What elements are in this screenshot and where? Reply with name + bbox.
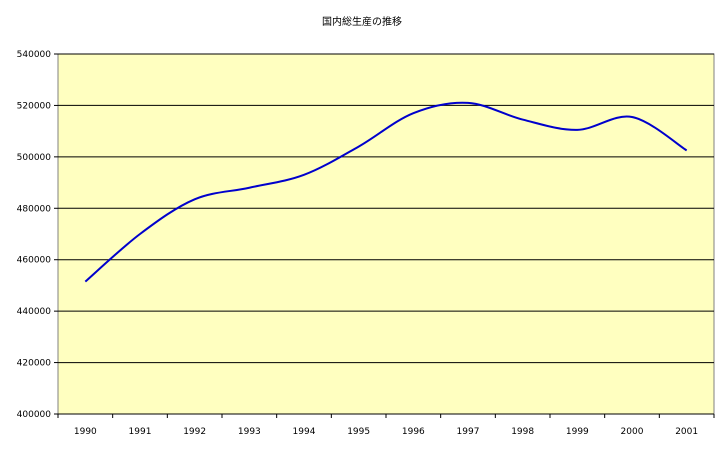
y-tick-label: 460000 xyxy=(17,256,52,266)
y-tick-label: 520000 xyxy=(17,101,52,111)
plot-area xyxy=(57,53,715,415)
gridlines xyxy=(58,53,714,364)
y-tick-label: 500000 xyxy=(17,153,52,163)
x-tick-label: 1995 xyxy=(347,427,370,437)
x-axis-ticks: 1990 1991 1992 1993 1994 1995 1996 1997 1998 1999… xyxy=(57,413,715,437)
y-tick-label: 400000 xyxy=(17,410,52,420)
y-tick-label: 440000 xyxy=(17,307,52,317)
y-tick-label: 540000 xyxy=(17,50,52,60)
y-tick-label: 420000 xyxy=(17,359,52,369)
x-tick-label: 1993 xyxy=(238,427,261,437)
x-tick-label: 1997 xyxy=(457,427,480,437)
x-tick-label: 1994 xyxy=(293,427,316,437)
x-tick-label: 1998 xyxy=(511,427,534,437)
x-tick-label: 1990 xyxy=(74,427,97,437)
series-line xyxy=(84,101,688,283)
x-tick-label: 1999 xyxy=(566,427,589,437)
x-tick-label: 1991 xyxy=(129,427,152,437)
y-tick-label: 480000 xyxy=(17,204,52,214)
x-tick-label: 2000 xyxy=(621,427,644,437)
x-tick-label: 2001 xyxy=(675,427,698,437)
chart-title: 国内総生産の推移 xyxy=(322,17,402,28)
x-tick-label: 1996 xyxy=(402,427,425,437)
x-tick-label: 1992 xyxy=(183,427,206,437)
y-axis-ticks: 400000 420000 440000 460000 480000 500000 5200… xyxy=(17,50,58,420)
